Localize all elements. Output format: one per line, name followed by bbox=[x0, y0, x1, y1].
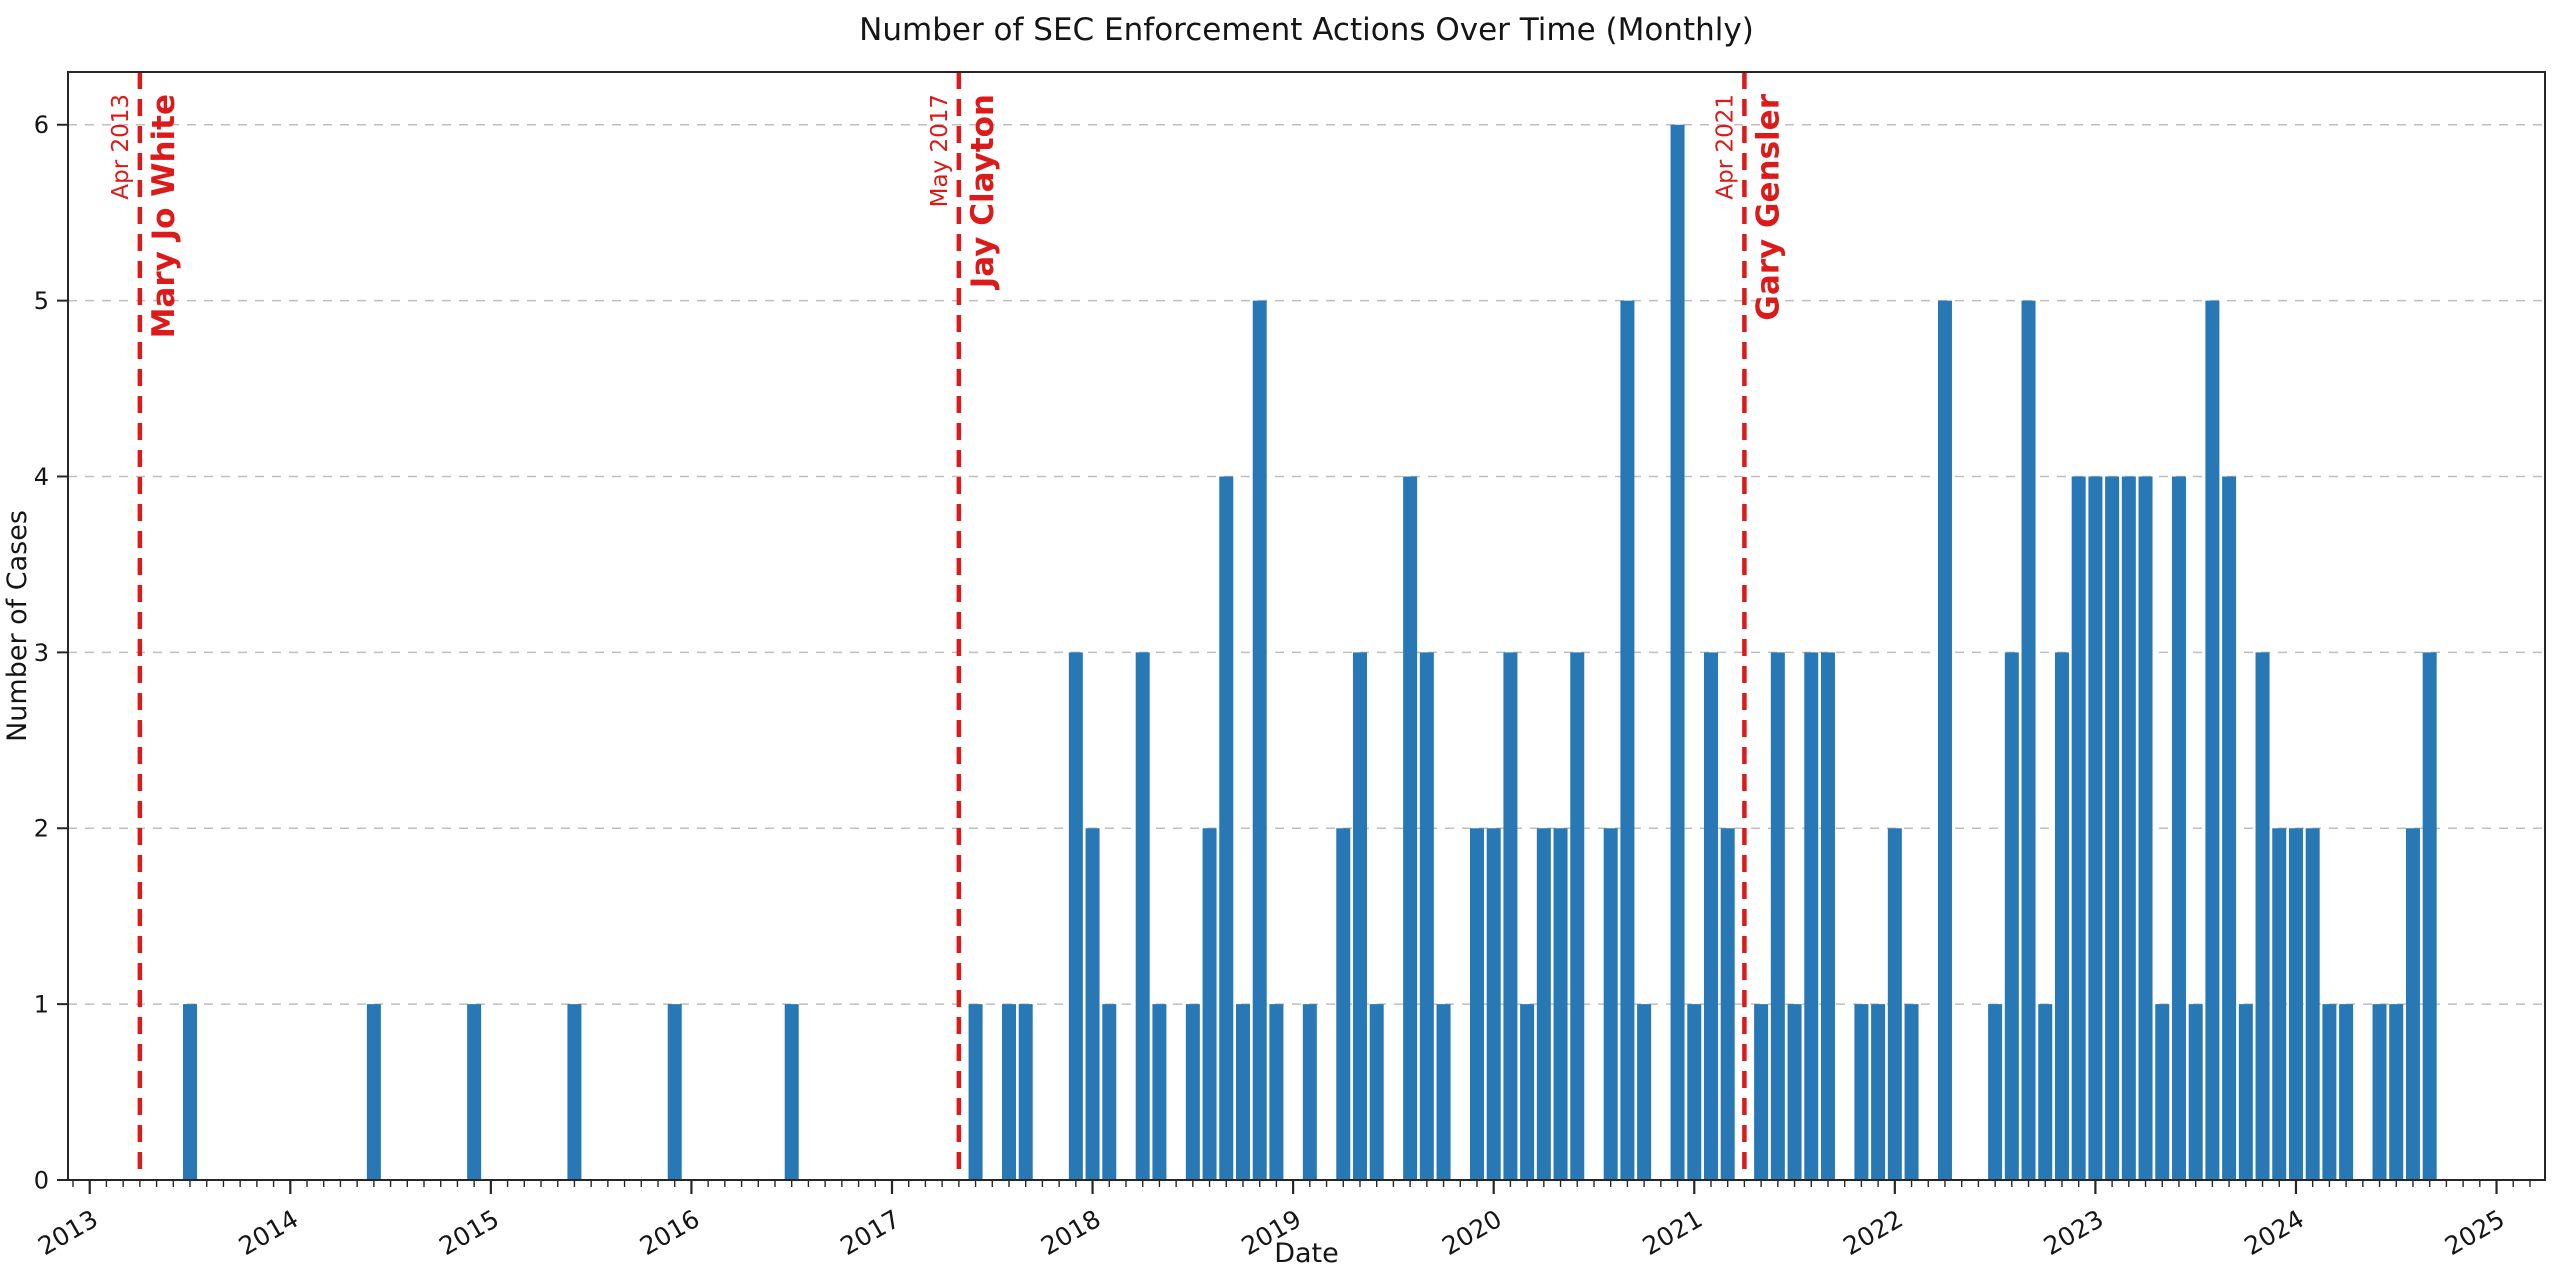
bar-2020-12 bbox=[1670, 124, 1685, 1180]
bar-2018-09 bbox=[1219, 476, 1234, 1180]
x-axis-label: Date bbox=[1274, 1238, 1339, 1269]
bar-2019-02 bbox=[1302, 1004, 1317, 1180]
bar-2021-09 bbox=[1820, 652, 1835, 1180]
bar-2019-08 bbox=[1403, 476, 1418, 1180]
y-tick-label: 6 bbox=[34, 111, 49, 139]
bar-2018-08 bbox=[1202, 828, 1217, 1180]
bar-2024-08 bbox=[2405, 828, 2420, 1180]
bar-2020-10 bbox=[1637, 1004, 1652, 1180]
bar-2017-06 bbox=[968, 1004, 983, 1180]
bar-2019-06 bbox=[1369, 1004, 1384, 1180]
annotation-name-label: Mary Jo White bbox=[146, 94, 182, 338]
y-tick-label: 5 bbox=[34, 287, 49, 315]
bar-2021-01 bbox=[1687, 1004, 1702, 1180]
bar-2023-07 bbox=[2188, 1004, 2203, 1180]
bar-2021-07 bbox=[1787, 1004, 1802, 1180]
bar-2024-09 bbox=[2422, 652, 2437, 1180]
bar-2018-10 bbox=[1235, 1004, 1250, 1180]
bar-2020-01 bbox=[1486, 828, 1501, 1180]
bar-2021-03 bbox=[1720, 828, 1735, 1180]
annotation-date-label: May 2017 bbox=[927, 94, 953, 207]
bar-2015-06 bbox=[567, 1004, 582, 1180]
bar-2019-12 bbox=[1469, 828, 1484, 1180]
bar-2024-06 bbox=[2372, 1004, 2387, 1180]
bar-2020-03 bbox=[1520, 1004, 1535, 1180]
bar-2021-02 bbox=[1703, 652, 1718, 1180]
bar-2023-05 bbox=[2155, 1004, 2170, 1180]
bar-2024-04 bbox=[2339, 1004, 2354, 1180]
bar-2023-06 bbox=[2171, 476, 2186, 1180]
bar-2022-12 bbox=[2071, 476, 2086, 1180]
bar-2018-02 bbox=[1102, 1004, 1117, 1180]
bar-2019-09 bbox=[1419, 652, 1434, 1180]
bar-2024-03 bbox=[2322, 1004, 2337, 1180]
y-tick-label: 3 bbox=[34, 639, 49, 667]
bar-2024-02 bbox=[2305, 828, 2320, 1180]
bar-2021-08 bbox=[1804, 652, 1819, 1180]
bar-2020-05 bbox=[1553, 828, 1568, 1180]
bar-2023-04 bbox=[2138, 476, 2153, 1180]
bar-2013-07 bbox=[183, 1004, 198, 1180]
bar-2017-12 bbox=[1068, 652, 1083, 1180]
bar-2023-01 bbox=[2088, 476, 2103, 1180]
bar-2020-09 bbox=[1620, 300, 1635, 1181]
y-axis-label: Number of Cases bbox=[2, 510, 33, 742]
annotation-date-label: Apr 2021 bbox=[1712, 94, 1738, 200]
bar-2023-08 bbox=[2205, 300, 2220, 1181]
bar-2018-12 bbox=[1269, 1004, 1284, 1180]
axes-spines bbox=[67, 71, 2546, 1181]
bar-2020-04 bbox=[1536, 828, 1551, 1180]
annotation-name-label: Gary Gensler bbox=[1750, 93, 1786, 320]
bar-2022-09 bbox=[2021, 300, 2036, 1181]
y-tick-label: 2 bbox=[34, 815, 49, 843]
bar-2022-01 bbox=[1887, 828, 1902, 1180]
bar-2019-04 bbox=[1336, 828, 1351, 1180]
bar-2014-06 bbox=[366, 1004, 381, 1180]
bar-2023-02 bbox=[2105, 476, 2120, 1180]
bar-2020-06 bbox=[1570, 652, 1585, 1180]
bar-2018-04 bbox=[1135, 652, 1150, 1180]
bar-2018-07 bbox=[1185, 1004, 1200, 1180]
bar-2018-11 bbox=[1252, 300, 1267, 1181]
bar-2022-04 bbox=[1937, 300, 1952, 1181]
bar-2023-03 bbox=[2121, 476, 2136, 1180]
bar-2022-07 bbox=[1988, 1004, 2003, 1180]
bar-2023-11 bbox=[2255, 652, 2270, 1180]
bar-2017-09 bbox=[1018, 1004, 1033, 1180]
bar-2017-08 bbox=[1001, 1004, 1016, 1180]
y-tick-label: 4 bbox=[34, 463, 49, 491]
annotation-date-label: Apr 2013 bbox=[108, 94, 134, 200]
bar-2023-10 bbox=[2238, 1004, 2253, 1180]
bar-2024-01 bbox=[2288, 828, 2303, 1180]
bar-2015-12 bbox=[667, 1004, 682, 1180]
y-tick-label: 1 bbox=[34, 991, 49, 1019]
bar-2016-07 bbox=[784, 1004, 799, 1180]
bar-2019-05 bbox=[1352, 652, 1367, 1180]
bar-2018-05 bbox=[1152, 1004, 1167, 1180]
bar-2022-02 bbox=[1904, 1004, 1919, 1180]
bar-2020-02 bbox=[1503, 652, 1518, 1180]
chart-title: Number of SEC Enforcement Actions Over T… bbox=[859, 12, 1754, 48]
bar-2022-08 bbox=[2004, 652, 2019, 1180]
bar-2014-12 bbox=[467, 1004, 482, 1180]
bar-2022-10 bbox=[2038, 1004, 2053, 1180]
bar-2020-08 bbox=[1603, 828, 1618, 1180]
bar-2021-05 bbox=[1754, 1004, 1769, 1180]
bar-2023-09 bbox=[2222, 476, 2237, 1180]
y-tick-label: 0 bbox=[34, 1166, 49, 1194]
annotation-name-label: Jay Clayton bbox=[965, 94, 1001, 290]
bar-2021-12 bbox=[1871, 1004, 1886, 1180]
bar-2019-10 bbox=[1436, 1004, 1451, 1180]
bar-2018-01 bbox=[1085, 828, 1100, 1180]
bar-2022-11 bbox=[2054, 652, 2069, 1180]
bar-2023-12 bbox=[2272, 828, 2287, 1180]
bar-2024-07 bbox=[2389, 1004, 2404, 1180]
bar-2021-11 bbox=[1854, 1004, 1869, 1180]
bar-2021-06 bbox=[1770, 652, 1785, 1180]
